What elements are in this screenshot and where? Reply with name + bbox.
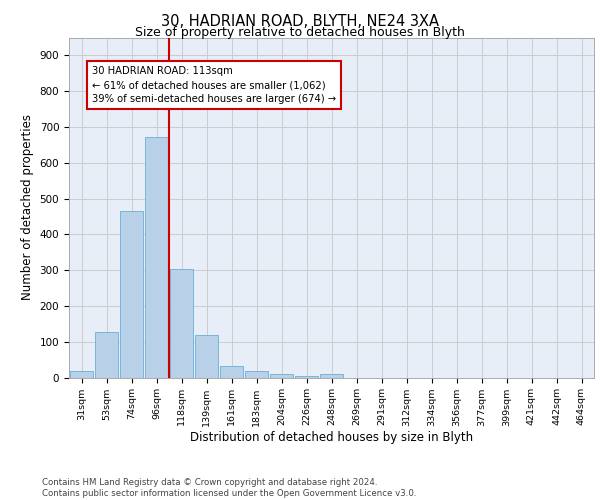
Bar: [245, 371, 268, 378]
Text: 30 HADRIAN ROAD: 113sqm
← 61% of detached houses are smaller (1,062)
39% of semi: 30 HADRIAN ROAD: 113sqm ← 61% of detache…: [92, 66, 336, 104]
Bar: [145, 137, 168, 378]
Bar: [95, 332, 118, 378]
Bar: [170, 270, 193, 378]
Bar: [220, 366, 243, 378]
Text: Size of property relative to detached houses in Blyth: Size of property relative to detached ho…: [135, 26, 465, 39]
Bar: [270, 374, 293, 378]
Bar: [70, 371, 93, 378]
Bar: [120, 211, 143, 378]
Text: Contains HM Land Registry data © Crown copyright and database right 2024.
Contai: Contains HM Land Registry data © Crown c…: [42, 478, 416, 498]
Bar: [195, 336, 218, 378]
Y-axis label: Number of detached properties: Number of detached properties: [21, 114, 34, 300]
X-axis label: Distribution of detached houses by size in Blyth: Distribution of detached houses by size …: [190, 432, 473, 444]
Bar: [320, 374, 343, 378]
Bar: [295, 376, 318, 378]
Text: 30, HADRIAN ROAD, BLYTH, NE24 3XA: 30, HADRIAN ROAD, BLYTH, NE24 3XA: [161, 14, 439, 29]
